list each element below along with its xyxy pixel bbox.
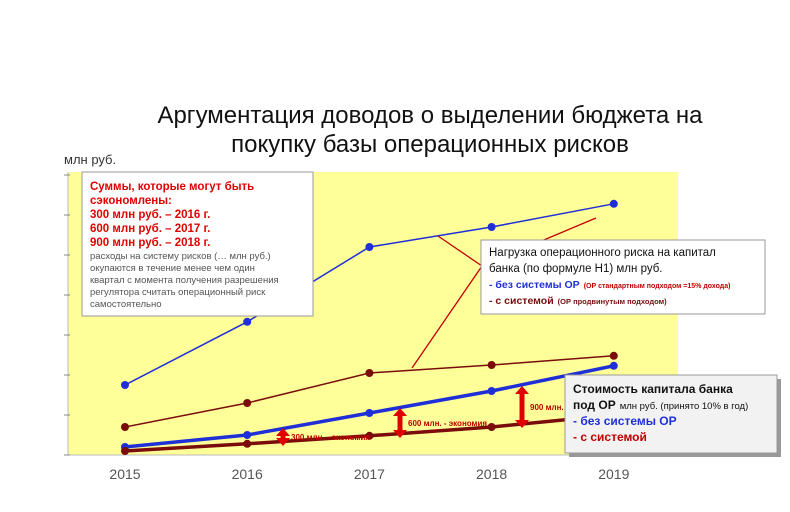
plot: [64, 172, 678, 456]
series-marker: [487, 223, 496, 231]
box-text: - с системой (ОР продвинутым подходом): [489, 295, 667, 307]
box-text: банка (по формуле Н1) млн руб.: [489, 263, 663, 275]
x-tick-label: 2016: [232, 466, 263, 482]
series-marker: [609, 361, 618, 370]
x-tick-label: 2018: [476, 466, 507, 482]
left-box: Суммы, которые могут быть сэкономлены: 3…: [81, 171, 314, 317]
series-marker: [487, 361, 496, 369]
box-note: окупаются в течение менее чем один: [90, 263, 255, 274]
box: [480, 239, 766, 315]
box-text: Нагрузка операционного риска на капитал: [489, 247, 716, 259]
series-marker: [487, 423, 496, 431]
arrow-head: [515, 386, 529, 394]
box-heading: 600 млн руб. – 2017 г.: [90, 223, 210, 235]
box-text: Стоимость капитала банка: [573, 382, 733, 396]
series-marker: [365, 369, 374, 377]
arrow-head: [515, 420, 529, 428]
legend-with: - с системой: [489, 295, 554, 307]
box-note: расходы на систему рисков (… млн руб.): [90, 251, 271, 262]
bottom-box: Стоимость капитала банка под ОР млн руб. …: [564, 374, 781, 457]
arrow-head: [276, 428, 290, 436]
saving-label: 300 млн. - экономия: [291, 433, 370, 442]
y-axis-label: млн руб.: [64, 152, 116, 167]
series-marker: [365, 431, 374, 440]
legend-without: - без системы ОР: [573, 414, 677, 428]
series-marker: [243, 431, 252, 439]
series-marker: [121, 381, 129, 389]
title-line: покупку базы операционных рисков: [231, 131, 629, 158]
legend-note: (ОР стандартным подходом =15% дохода): [584, 283, 731, 290]
series-marker: [365, 243, 374, 251]
callout-line: [411, 265, 483, 369]
series-marker: [487, 387, 496, 395]
saving-label: 600 млн. - экономия: [408, 419, 487, 428]
series-marker: [121, 447, 129, 455]
title-line: Аргументация доводов о выделении бюджета…: [157, 102, 703, 129]
right-box: Нагрузка операционного риска на капитал …: [480, 239, 766, 315]
arrow-head: [393, 430, 407, 438]
box-heading: 300 млн руб. – 2016 г.: [90, 209, 210, 221]
box: [564, 374, 778, 454]
legend-with: - с системой: [573, 430, 647, 444]
box-heading: Суммы, которые могут быть: [90, 181, 254, 193]
box-heading: сэкономлены:: [90, 195, 172, 207]
box-note: млн руб. (принято 10% в год): [620, 401, 749, 412]
legend-without: - без системы ОР: [489, 279, 580, 291]
box-text: под ОР: [573, 398, 616, 412]
series-marker: [609, 199, 618, 208]
series-marker: [365, 409, 374, 417]
series-marker: [243, 399, 252, 407]
series-marker: [609, 351, 618, 360]
box-text: - без системы ОР (ОР стандартным подходом…: [489, 279, 730, 291]
x-tick-label: 2017: [354, 466, 385, 482]
arrow-head: [393, 408, 407, 416]
box-note: регулятора считать операционный риск: [90, 287, 266, 298]
arrow-head: [276, 438, 290, 446]
x-tick-label: 2019: [598, 466, 629, 482]
callout-line: [437, 235, 483, 267]
box-note: квартал с момента получения разрешения: [90, 275, 279, 286]
legend-note: (ОР продвинутым подходом): [558, 297, 668, 306]
series-marker: [121, 423, 129, 431]
x-tick-label: 2015: [109, 466, 140, 482]
box-heading: 900 млн руб. – 2018 г.: [90, 237, 210, 249]
box-text: под ОР млн руб. (принято 10% в год): [573, 398, 748, 412]
series-marker: [243, 317, 252, 326]
box-note: самостоятельно: [90, 299, 162, 310]
series-marker: [243, 439, 252, 448]
box: [81, 171, 314, 317]
